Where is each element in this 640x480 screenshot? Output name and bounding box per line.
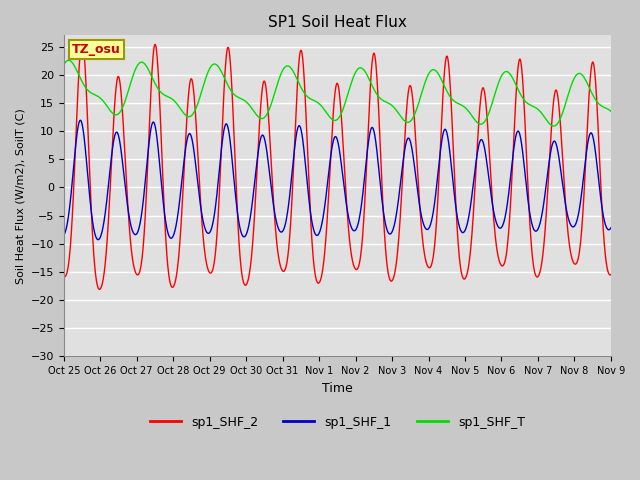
sp1_SHF_T xyxy=(607,108,614,114)
sp1_SHF_2 xyxy=(538,261,545,267)
sp1_SHF_T xyxy=(65,58,72,63)
sp1_SHF_1 xyxy=(294,126,301,132)
sp1_SHF_1 xyxy=(596,193,604,199)
sp1_SHF_1 xyxy=(123,195,131,201)
sp1_SHF_1 xyxy=(60,232,68,238)
Line: sp1_SHF_T: sp1_SHF_T xyxy=(64,60,611,126)
sp1_SHF_2 xyxy=(123,180,131,186)
Y-axis label: Soil Heat Flux (W/m2), SoilT (C): Soil Heat Flux (W/m2), SoilT (C) xyxy=(15,108,25,284)
sp1_SHF_T xyxy=(550,123,557,129)
sp1_SHF_T xyxy=(596,102,604,108)
sp1_SHF_1 xyxy=(77,118,84,123)
sp1_SHF_1 xyxy=(155,155,163,160)
Title: SP1 Soil Heat Flux: SP1 Soil Heat Flux xyxy=(268,15,407,30)
sp1_SHF_2 xyxy=(60,273,68,279)
sp1_SHF_T xyxy=(270,93,278,99)
sp1_SHF_T xyxy=(155,87,163,93)
Text: TZ_osu: TZ_osu xyxy=(72,43,121,56)
sp1_SHF_1 xyxy=(94,237,102,242)
sp1_SHF_T xyxy=(60,62,68,68)
sp1_SHF_2 xyxy=(96,287,104,292)
sp1_SHF_T xyxy=(538,110,545,116)
sp1_SHF_2 xyxy=(155,84,163,90)
sp1_SHF_2 xyxy=(294,77,301,83)
sp1_SHF_2 xyxy=(270,205,278,211)
sp1_SHF_2 xyxy=(607,272,614,277)
Legend: sp1_SHF_2, sp1_SHF_1, sp1_SHF_T: sp1_SHF_2, sp1_SHF_1, sp1_SHF_T xyxy=(145,411,530,434)
Line: sp1_SHF_1: sp1_SHF_1 xyxy=(64,120,611,240)
sp1_SHF_1 xyxy=(270,205,278,211)
X-axis label: Time: Time xyxy=(322,382,353,395)
sp1_SHF_T xyxy=(294,77,301,83)
sp1_SHF_1 xyxy=(538,214,545,219)
Line: sp1_SHF_2: sp1_SHF_2 xyxy=(64,41,611,289)
sp1_SHF_2 xyxy=(596,175,604,181)
sp1_SHF_1 xyxy=(607,225,614,231)
sp1_SHF_2 xyxy=(78,38,86,44)
sp1_SHF_T xyxy=(122,95,130,100)
